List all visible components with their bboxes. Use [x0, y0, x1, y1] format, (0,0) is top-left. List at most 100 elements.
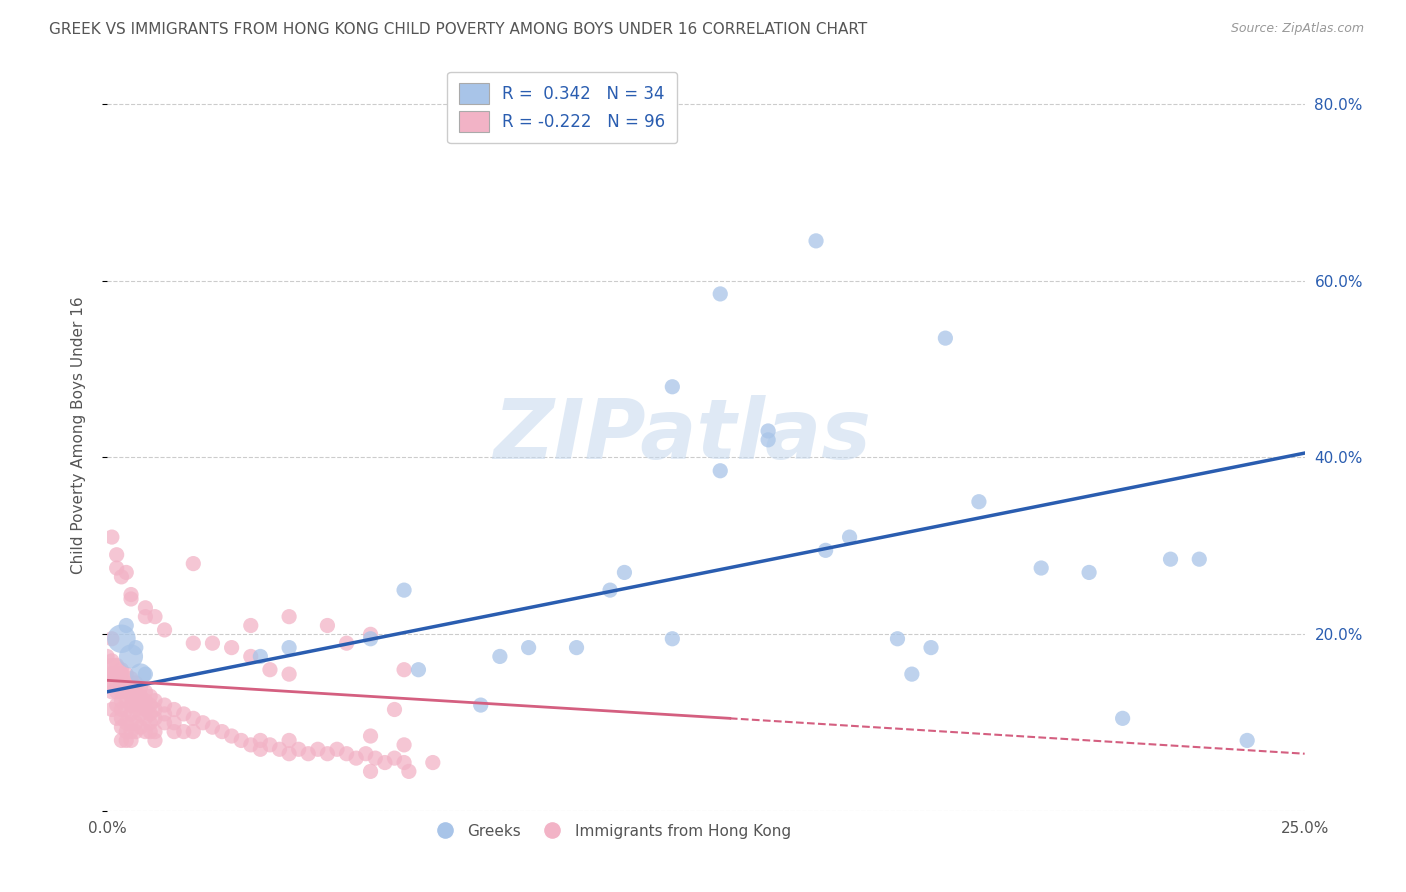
Point: [139, 706, 162, 721]
Point: [120, 672, 142, 686]
Point: [134, 685, 156, 699]
Point: [613, 566, 636, 580]
Point: [101, 702, 124, 716]
Legend: Greeks, Immigrants from Hong Kong: Greeks, Immigrants from Hong Kong: [423, 818, 797, 845]
Point: [134, 693, 156, 707]
Text: ZIPatlas: ZIPatlas: [494, 395, 870, 476]
Point: [231, 733, 253, 747]
Point: [120, 690, 142, 704]
Point: [374, 756, 396, 770]
Point: [278, 667, 301, 681]
Point: [139, 690, 162, 704]
Point: [191, 715, 214, 730]
Point: [756, 424, 779, 438]
Point: [470, 698, 492, 712]
Point: [384, 751, 406, 765]
Point: [709, 464, 731, 478]
Point: [105, 676, 128, 690]
Point: [221, 729, 243, 743]
Point: [422, 756, 444, 770]
Point: [129, 690, 152, 704]
Point: [115, 667, 138, 681]
Point: [134, 600, 156, 615]
Point: [297, 747, 319, 761]
Point: [565, 640, 588, 655]
Point: [120, 698, 142, 712]
Point: [599, 583, 621, 598]
Point: [364, 751, 387, 765]
Point: [316, 618, 339, 632]
Point: [120, 715, 142, 730]
Point: [115, 702, 138, 716]
Point: [211, 724, 233, 739]
Point: [163, 715, 186, 730]
Point: [139, 715, 162, 730]
Point: [354, 747, 377, 761]
Point: [181, 636, 204, 650]
Y-axis label: Child Poverty Among Boys Under 16: Child Poverty Among Boys Under 16: [72, 296, 86, 574]
Point: [1111, 711, 1133, 725]
Point: [143, 711, 166, 725]
Point: [143, 702, 166, 716]
Point: [661, 380, 683, 394]
Point: [134, 667, 156, 681]
Point: [163, 724, 186, 739]
Point: [384, 702, 406, 716]
Point: [120, 591, 142, 606]
Point: [814, 543, 837, 558]
Point: [517, 640, 540, 655]
Point: [181, 557, 204, 571]
Point: [143, 733, 166, 747]
Point: [153, 623, 176, 637]
Point: [392, 738, 415, 752]
Point: [489, 649, 512, 664]
Point: [316, 747, 339, 761]
Point: [287, 742, 309, 756]
Point: [101, 530, 124, 544]
Point: [101, 667, 124, 681]
Point: [134, 711, 156, 725]
Point: [398, 764, 420, 779]
Point: [269, 742, 291, 756]
Point: [1236, 733, 1258, 747]
Point: [804, 234, 827, 248]
Point: [360, 729, 382, 743]
Point: [143, 609, 166, 624]
Point: [709, 287, 731, 301]
Point: [125, 715, 148, 730]
Point: [110, 685, 132, 699]
Point: [1031, 561, 1053, 575]
Point: [129, 667, 152, 681]
Point: [120, 649, 142, 664]
Point: [249, 742, 271, 756]
Point: [408, 663, 430, 677]
Point: [105, 658, 128, 673]
Point: [129, 698, 152, 712]
Point: [125, 676, 148, 690]
Point: [967, 494, 990, 508]
Point: [134, 724, 156, 739]
Point: [115, 618, 138, 632]
Point: [129, 706, 152, 721]
Point: [139, 724, 162, 739]
Point: [120, 681, 142, 695]
Point: [392, 756, 415, 770]
Point: [110, 693, 132, 707]
Point: [201, 636, 224, 650]
Point: [920, 640, 942, 655]
Point: [110, 702, 132, 716]
Point: [307, 742, 329, 756]
Point: [110, 711, 132, 725]
Point: [120, 706, 142, 721]
Point: [886, 632, 908, 646]
Point: [120, 724, 142, 739]
Point: [934, 331, 956, 345]
Point: [110, 720, 132, 734]
Point: [115, 693, 138, 707]
Point: [115, 724, 138, 739]
Point: [163, 702, 186, 716]
Point: [181, 724, 204, 739]
Point: [239, 738, 262, 752]
Point: [115, 676, 138, 690]
Point: [336, 636, 359, 650]
